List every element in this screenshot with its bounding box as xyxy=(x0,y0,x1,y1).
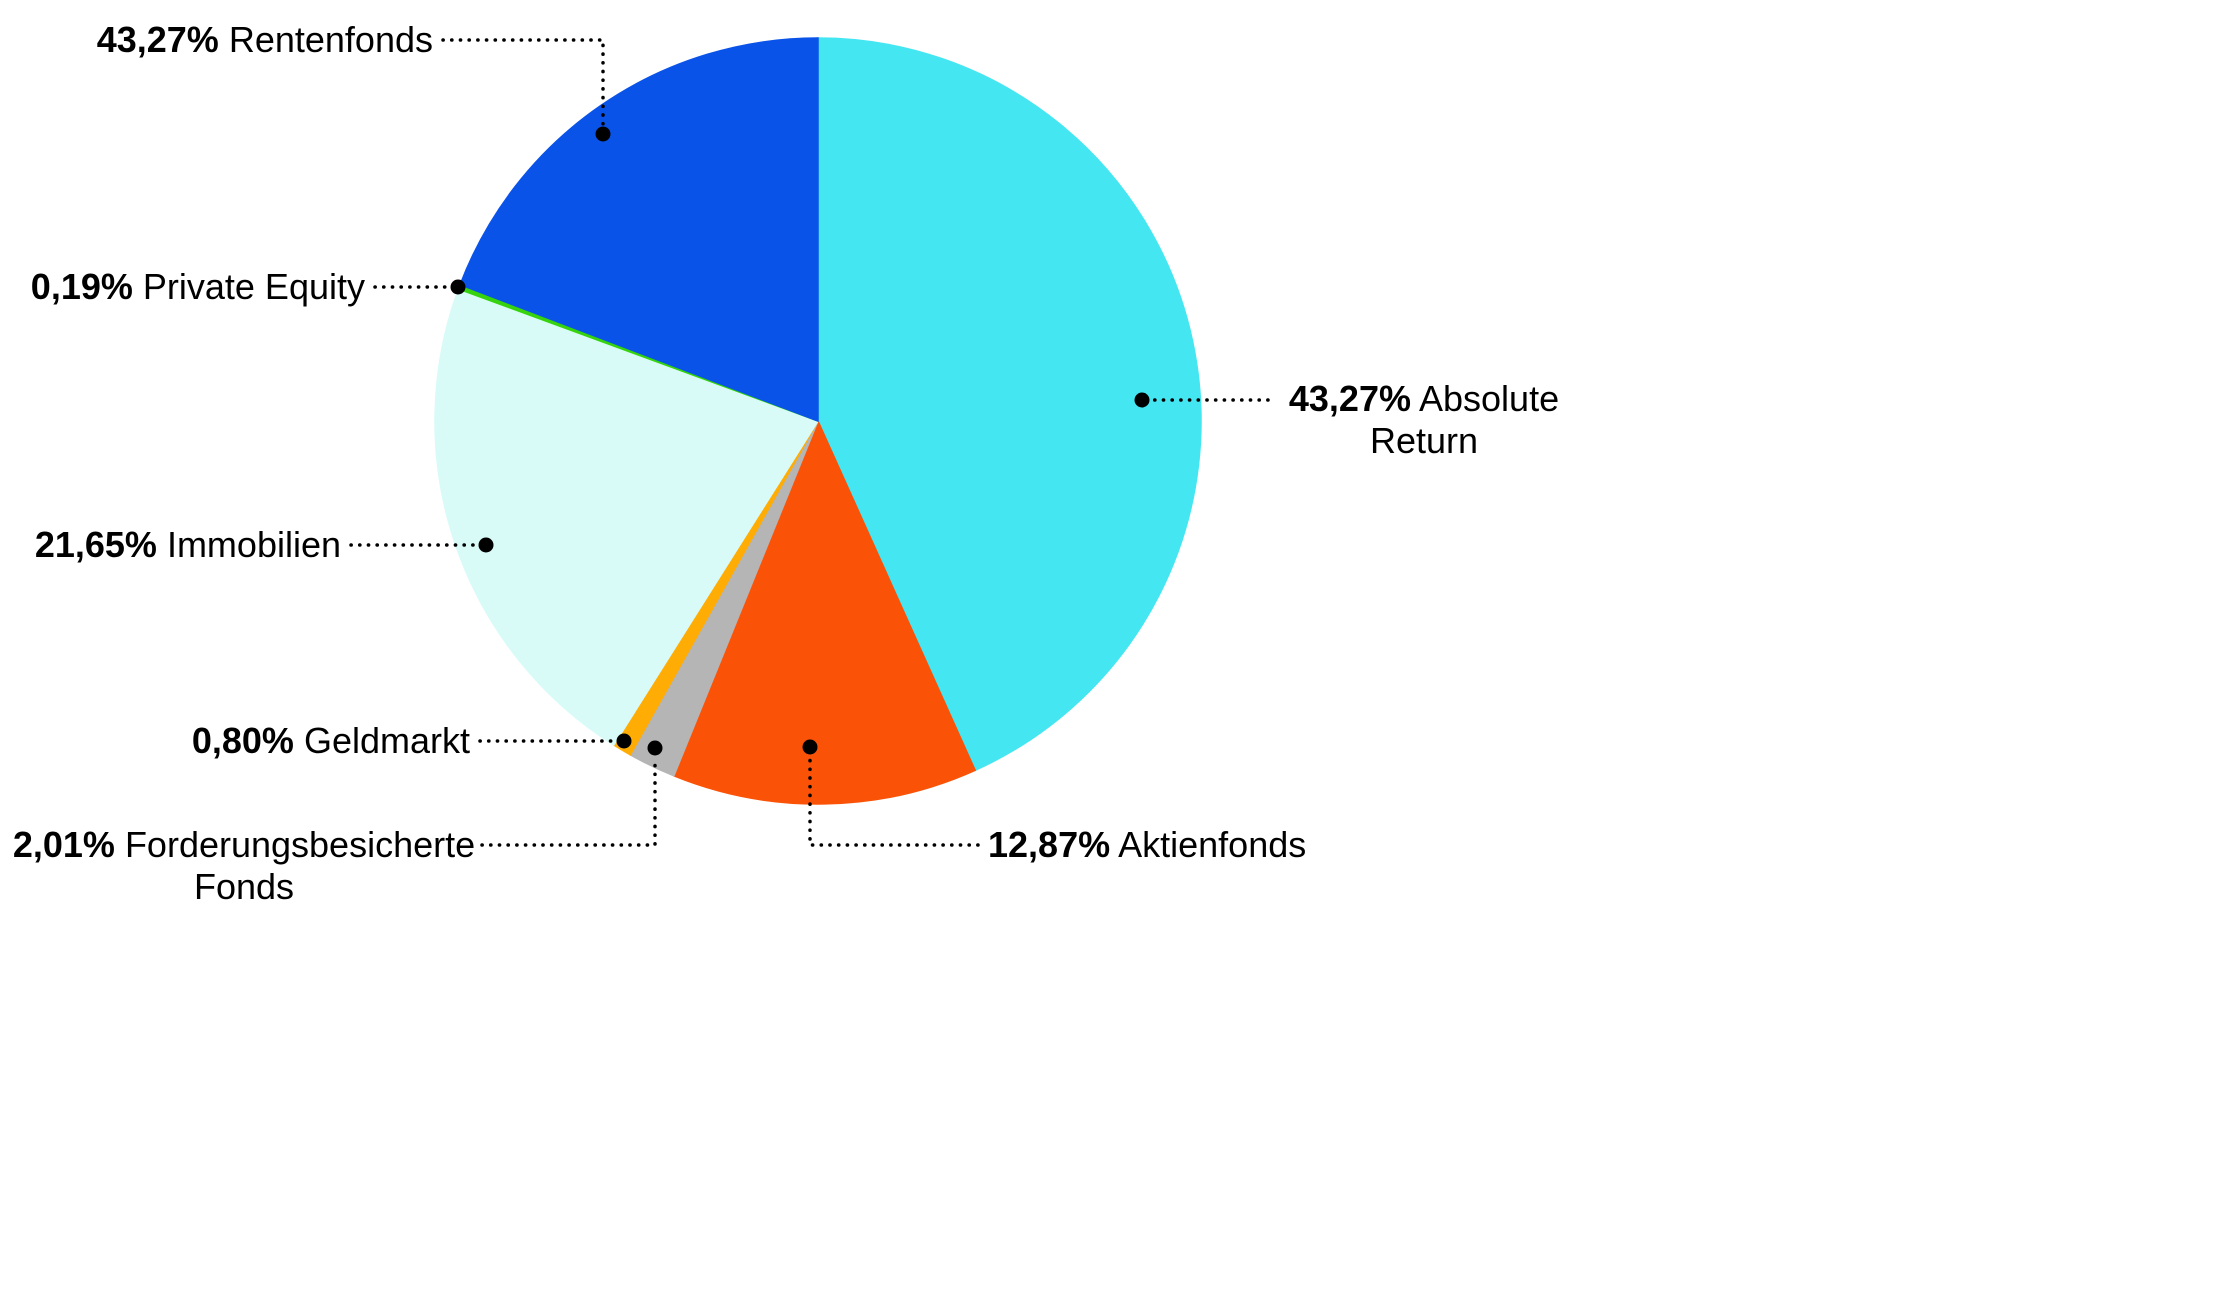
leader-line-rentenfonds xyxy=(441,38,605,128)
label-immobilien-name: Immobilien xyxy=(166,524,341,565)
label-rentenfonds-pct: 43,27% xyxy=(96,19,219,60)
label-private-equity: 0,19% Private Equity xyxy=(0,266,365,308)
pie-slice-absolute-return xyxy=(817,37,1202,772)
leader-line-aktienfonds xyxy=(808,754,980,847)
label-geldmarkt-name: Geldmarkt xyxy=(303,720,470,761)
label-absolute-return-name: Absolute Return xyxy=(1369,378,1560,462)
label-immobilien-pct: 21,65% xyxy=(34,524,157,565)
label-geldmarkt: 0,80% Geldmarkt xyxy=(0,720,470,762)
label-private-equity-pct: 0,19% xyxy=(30,266,133,307)
label-rentenfonds-name: Rentenfonds xyxy=(228,19,433,60)
label-aktienfonds: 12,87% Aktienfonds xyxy=(988,824,1306,866)
label-aktienfonds-name: Aktienfonds xyxy=(1118,824,1307,865)
pie-slice-aktienfonds xyxy=(672,419,977,805)
label-immobilien: 21,65% Immobilien xyxy=(0,524,341,566)
leader-dot-geldmarkt xyxy=(616,733,632,749)
leader-dot-aktienfonds xyxy=(802,739,818,755)
leader-dot-immobilien xyxy=(478,537,494,553)
label-forderungsbesicherte-fonds-pct: 2,01% xyxy=(12,824,115,865)
label-absolute-return: 43,27% Absolute Return xyxy=(1278,378,1570,463)
leader-dot-rentenfonds xyxy=(595,126,611,142)
label-absolute-return-pct: 43,27% xyxy=(1288,378,1411,419)
leader-line-forderungsbesicherte-fonds xyxy=(480,755,657,847)
leader-dot-forderungsbesicherte-fonds xyxy=(647,740,663,756)
label-rentenfonds: 43,27% Rentenfonds xyxy=(0,19,433,61)
label-forderungsbesicherte-fonds-name: Forderungsbesicherte Fonds xyxy=(124,824,476,908)
leader-dot-private-equity xyxy=(450,279,466,295)
label-forderungsbesicherte-fonds: 2,01% Forderungsbesicherte Fonds xyxy=(0,824,488,909)
label-private-equity-name: Private Equity xyxy=(142,266,365,307)
label-aktienfonds-pct: 12,87% xyxy=(988,824,1111,865)
label-geldmarkt-pct: 0,80% xyxy=(191,720,294,761)
leader-dot-absolute-return xyxy=(1134,392,1150,408)
pie-slice-rentenfonds xyxy=(459,37,819,423)
